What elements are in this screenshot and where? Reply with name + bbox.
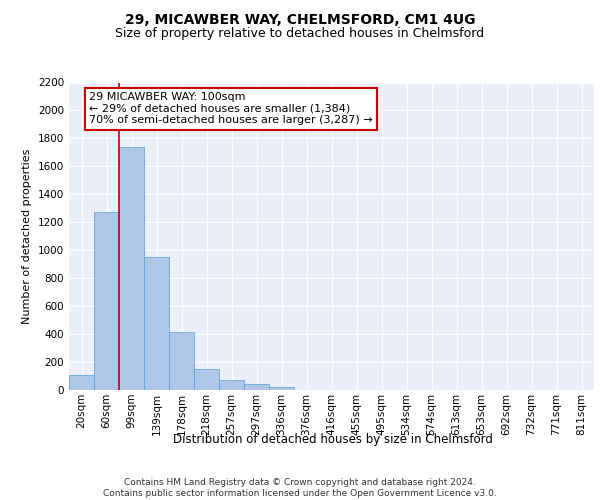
- Bar: [94, 212, 119, 390]
- Bar: [269, 386, 294, 390]
- Text: Size of property relative to detached houses in Chelmsford: Size of property relative to detached ho…: [115, 28, 485, 40]
- Bar: [219, 380, 244, 390]
- Text: Distribution of detached houses by size in Chelmsford: Distribution of detached houses by size …: [173, 432, 493, 446]
- Bar: [169, 332, 194, 390]
- Bar: [119, 148, 144, 390]
- Text: Contains HM Land Registry data © Crown copyright and database right 2024.
Contai: Contains HM Land Registry data © Crown c…: [103, 478, 497, 498]
- Y-axis label: Number of detached properties: Number of detached properties: [22, 148, 32, 324]
- Bar: [194, 369, 219, 390]
- Bar: [244, 384, 269, 390]
- Bar: [144, 257, 169, 390]
- Text: 29, MICAWBER WAY, CHELMSFORD, CM1 4UG: 29, MICAWBER WAY, CHELMSFORD, CM1 4UG: [125, 12, 475, 26]
- Bar: [69, 374, 94, 390]
- Text: 29 MICAWBER WAY: 100sqm
← 29% of detached houses are smaller (1,384)
70% of semi: 29 MICAWBER WAY: 100sqm ← 29% of detache…: [89, 92, 373, 126]
